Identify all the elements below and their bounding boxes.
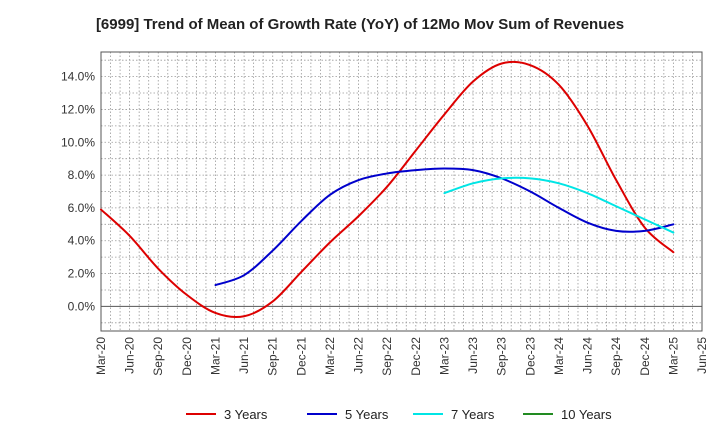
x-tick-label: Sep-24 [609, 337, 623, 376]
y-tick-label: 6.0% [68, 201, 96, 215]
legend-label-5-years: 5 Years [345, 407, 389, 422]
x-tick-label: Sep-20 [151, 337, 165, 376]
x-tick-label: Jun-21 [237, 337, 251, 374]
series-line-7-years [443, 176, 675, 234]
y-tick-label: 14.0% [61, 70, 95, 84]
x-tick-label: Mar-25 [666, 337, 680, 375]
x-tick-label: Mar-21 [208, 337, 222, 375]
x-tick-label: Mar-22 [323, 337, 337, 375]
legend-label-3-years: 3 Years [224, 407, 268, 422]
y-tick-label: 4.0% [68, 234, 96, 248]
x-tick-label: Mar-23 [437, 337, 451, 375]
y-tick-label: 10.0% [61, 135, 95, 149]
x-tick-label: Sep-23 [495, 337, 509, 376]
x-tick-label: Dec-24 [638, 337, 652, 376]
x-tick-label: Dec-22 [409, 337, 423, 376]
x-tick-label: Dec-20 [180, 337, 194, 376]
x-tick-label: Dec-21 [294, 337, 308, 376]
x-tick-label: Dec-23 [523, 337, 537, 376]
legend-label-10-years: 10 Years [561, 407, 612, 422]
x-tick-label: Jun-20 [123, 337, 137, 374]
chart-title: [6999] Trend of Mean of Growth Rate (YoY… [95, 16, 625, 33]
x-tick-label: Jun-22 [352, 337, 366, 374]
x-tick-label: Jun-23 [466, 337, 480, 374]
x-tick-label: Mar-20 [94, 337, 108, 375]
legend-label-7-years: 7 Years [451, 407, 495, 422]
y-tick-label: 8.0% [68, 168, 96, 182]
y-tick-label: 2.0% [68, 267, 96, 281]
x-tick-label: Sep-21 [266, 337, 280, 376]
x-tick-label: Jun-25 [695, 337, 709, 374]
x-tick-label: Mar-24 [552, 337, 566, 375]
plot-frame [100, 51, 703, 332]
y-tick-label: 0.0% [68, 299, 96, 313]
series-line-3-years [100, 60, 675, 319]
y-tick-label: 12.0% [61, 102, 95, 116]
x-tick-label: Jun-24 [581, 337, 595, 374]
plot-area [101, 52, 702, 331]
series-line-5-years [214, 167, 675, 287]
x-tick-label: Sep-22 [380, 337, 394, 376]
